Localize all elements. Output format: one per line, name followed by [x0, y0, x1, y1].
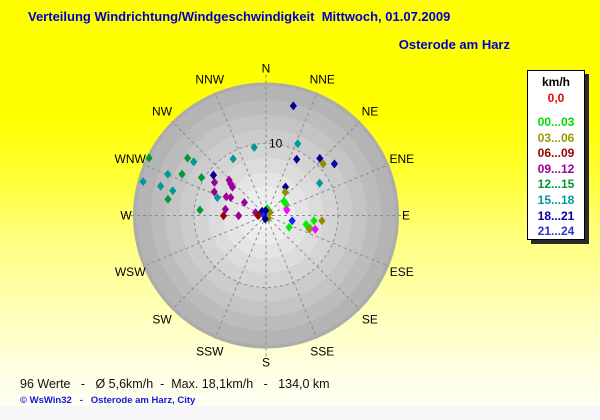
footer-copyright: © WsWin32 - Osterode am Harz, City [20, 395, 196, 406]
legend-item: 18...21 [537, 208, 575, 223]
data-point [316, 153, 324, 163]
direction-label-nnw: NNW [195, 73, 224, 87]
data-point [316, 178, 324, 188]
legend-item: 03...06 [537, 130, 575, 145]
data-point [311, 224, 319, 234]
data-point [190, 157, 198, 167]
grid-radial-line [214, 92, 267, 216]
grid-radial-line [142, 215, 267, 267]
data-point [288, 216, 296, 226]
data-point [289, 101, 297, 111]
data-point [183, 153, 192, 163]
data-point [145, 153, 153, 163]
data-point [281, 187, 289, 197]
direction-label-ssw: SSW [196, 344, 224, 358]
data-point [251, 208, 260, 218]
station-name: Osterode am Harz [398, 37, 510, 52]
data-point [330, 159, 339, 169]
direction-label-ene: ENE [389, 152, 414, 166]
legend-item: 09...12 [537, 161, 575, 176]
data-point [229, 154, 237, 164]
data-point [283, 205, 291, 215]
legend-item: 06...09 [537, 146, 575, 161]
bottom-strip [0, 406, 600, 420]
data-point [282, 199, 290, 209]
data-point [197, 172, 206, 182]
data-point [196, 205, 204, 215]
data-point [262, 205, 270, 215]
direction-label-wnw: WNW [115, 152, 147, 166]
data-point [264, 213, 273, 223]
legend-item: 12...15 [537, 177, 575, 192]
grid-radial-line [265, 164, 390, 216]
direction-label-se: SE [362, 312, 378, 326]
direction-label-wsw: WSW [115, 265, 146, 279]
legend-calm-value: 0,0 [547, 91, 565, 105]
grid-radial-line [171, 121, 267, 216]
data-point [219, 211, 228, 221]
grid-radial-line [265, 215, 318, 339]
legend-items: 00...03 03...06 06...09 09...12 12...15 15...… [528, 115, 584, 240]
chart-title: Verteilung Windrichtung/Windgeschwindigk… [28, 9, 451, 24]
data-point [164, 169, 172, 179]
data-point [213, 193, 221, 203]
data-point [210, 177, 219, 187]
data-point [164, 194, 172, 204]
data-point [310, 216, 318, 226]
grid-radial-line [214, 215, 267, 339]
data-point [250, 142, 258, 152]
data-point [261, 214, 269, 224]
data-point [305, 224, 313, 234]
direction-label-nw: NW [152, 105, 173, 119]
data-point [280, 196, 288, 206]
radial-axis-label: 10 [269, 137, 283, 151]
direction-label-w: W [120, 209, 132, 223]
direction-label-s: S [262, 356, 270, 370]
data-point [178, 169, 186, 179]
data-point [222, 192, 230, 202]
data-point [240, 198, 248, 208]
data-point [260, 210, 268, 220]
grid-radial-line [171, 215, 267, 310]
data-point [235, 211, 243, 221]
grid-radial-line [265, 215, 390, 267]
legend-item: 15...18 [537, 192, 575, 207]
direction-label-sse: SSE [310, 344, 334, 358]
footer-stats: 96 Werte - Ø 5,6km/h - Max. 18,1km/h - 1… [20, 377, 330, 391]
grid-radial-line [265, 92, 318, 216]
data-point [169, 186, 177, 196]
data-point [209, 170, 218, 180]
direction-label-sw: SW [152, 312, 172, 326]
data-point [281, 182, 290, 192]
grid-circle-10 [193, 143, 339, 288]
grid-radial-line [265, 215, 361, 310]
data-point [227, 193, 235, 203]
data-point [285, 222, 293, 232]
data-point [318, 216, 326, 226]
legend-item: 21...24 [537, 224, 575, 239]
data-point [254, 211, 262, 221]
direction-label-nne: NNE [310, 73, 335, 87]
direction-label-ne: NE [362, 105, 379, 119]
data-point [156, 181, 165, 191]
legend-box: km/h 0,0 00...03 03...06 06...09 09...12 12.… [527, 70, 585, 240]
data-point [210, 187, 218, 197]
direction-label-n: N [262, 62, 271, 76]
data-point [293, 154, 301, 164]
grid-radial-line [265, 121, 361, 216]
data-point [266, 207, 274, 217]
grid-radial-line [142, 164, 267, 216]
data-point [139, 177, 147, 187]
data-point [319, 159, 327, 169]
legend-item: 00...03 [537, 115, 575, 129]
direction-label-ese: ESE [390, 265, 414, 279]
legend-title: km/h [541, 75, 570, 89]
data-point [294, 139, 302, 149]
data-point [228, 182, 237, 192]
direction-label-e: E [402, 209, 410, 223]
